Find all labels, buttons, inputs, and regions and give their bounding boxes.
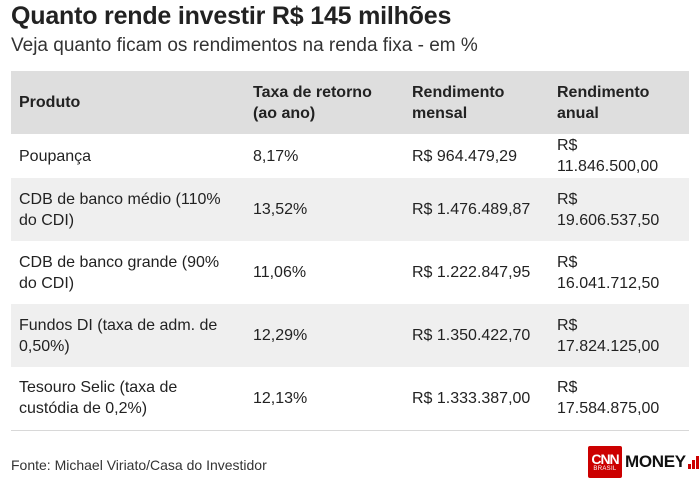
cell-mensal: R$ 1.350.422,70	[404, 304, 549, 367]
table-row: CDB de banco grande (90% do CDI) 11,06% …	[11, 241, 689, 304]
cell-produto: Fundos DI (taxa de adm. de 0,50%)	[11, 304, 245, 367]
logo-brand: CNN	[591, 450, 619, 467]
cell-produto: CDB de banco grande (90% do CDI)	[11, 241, 245, 304]
cell-mensal: R$ 1.333.387,00	[404, 367, 549, 431]
column-header-produto: Produto	[11, 71, 245, 134]
returns-table: Produto Taxa de retorno (ao ano) Rendime…	[11, 71, 689, 431]
cell-taxa: 13,52%	[245, 178, 404, 241]
column-header-anual: Rendimento anual	[549, 71, 689, 134]
cell-mensal: R$ 964.479,29	[404, 134, 549, 178]
page-subtitle: Veja quanto ficam os rendimentos na rend…	[11, 35, 478, 56]
cell-anual: R$ 17.824.125,00	[549, 304, 689, 367]
cell-mensal: R$ 1.476.489,87	[404, 178, 549, 241]
column-header-mensal: Rendimento mensal	[404, 71, 549, 134]
page-title: Quanto rende investir R$ 145 milhões	[11, 2, 452, 30]
logo-sub: BRASIL	[593, 465, 617, 472]
cell-produto: Poupança	[11, 134, 245, 178]
table-row: Poupança 8,17% R$ 964.479,29 R$ 11.846.5…	[11, 134, 689, 178]
cell-mensal: R$ 1.222.847,95	[404, 241, 549, 304]
table-row: CDB de banco médio (110% do CDI) 13,52% …	[11, 178, 689, 241]
cell-anual: R$ 19.606.537,50	[549, 178, 689, 241]
cell-anual: R$ 16.041.712,50	[549, 241, 689, 304]
cnn-logo-icon: CNN BRASIL	[588, 446, 622, 478]
table-row: Fundos DI (taxa de adm. de 0,50%) 12,29%…	[11, 304, 689, 367]
cell-taxa: 8,17%	[245, 134, 404, 178]
bars-icon	[687, 455, 700, 469]
table-row: Tesouro Selic (taxa de custódia de 0,2%)…	[11, 367, 689, 431]
table-header-row: Produto Taxa de retorno (ao ano) Rendime…	[11, 71, 689, 134]
cell-produto: Tesouro Selic (taxa de custódia de 0,2%)	[11, 367, 245, 431]
cell-produto: CDB de banco médio (110% do CDI)	[11, 178, 245, 241]
cell-taxa: 12,13%	[245, 367, 404, 431]
cell-anual: R$ 17.584.875,00	[549, 367, 689, 431]
cell-taxa: 12,29%	[245, 304, 404, 367]
cnn-money-logo: CNN BRASIL MONEY	[588, 446, 700, 478]
cell-anual: R$ 11.846.500,00	[549, 134, 689, 178]
source-note: Fonte: Michael Viriato/Casa do Investido…	[11, 457, 267, 473]
column-header-taxa: Taxa de retorno (ao ano)	[245, 71, 404, 134]
logo-product: MONEY	[625, 452, 686, 471]
cell-taxa: 11,06%	[245, 241, 404, 304]
